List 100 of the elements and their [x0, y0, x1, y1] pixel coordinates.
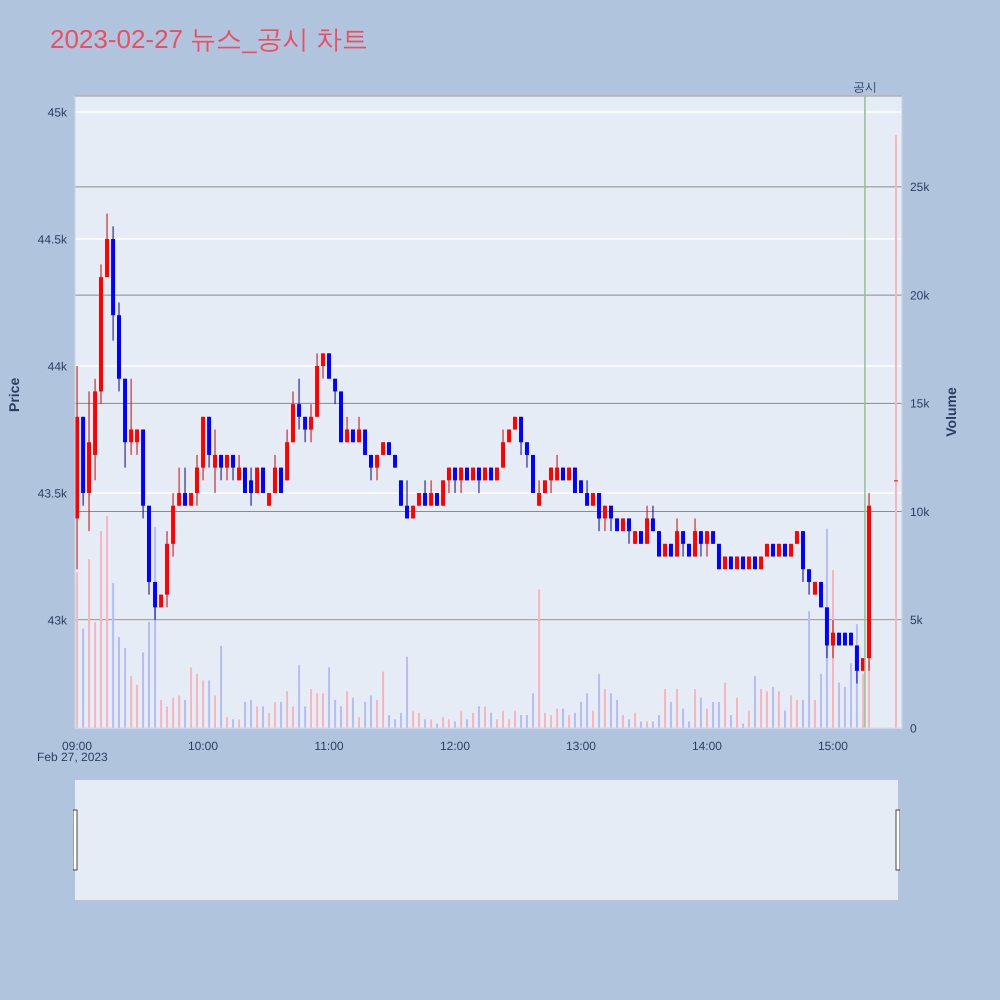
bar [166, 706, 168, 728]
x-tick-label: 14:00 [692, 739, 722, 753]
bar [484, 706, 486, 728]
y-tick-label: 44.5k [38, 232, 68, 246]
y2-axis-title: Volume [942, 387, 959, 437]
candlestick [297, 378, 302, 430]
bar [706, 708, 708, 728]
candlestick [494, 467, 499, 481]
x-tick-label: 13:00 [566, 739, 596, 753]
bar [508, 719, 510, 728]
bar [442, 717, 444, 728]
bar [490, 712, 492, 728]
bar [736, 698, 738, 728]
bar [574, 712, 576, 728]
candlestick [183, 467, 188, 506]
bar [292, 706, 294, 728]
candlestick [633, 530, 638, 544]
ref-line-label: 공시 [852, 80, 877, 94]
bar [532, 693, 534, 728]
x-tick-label: 15:00 [818, 739, 848, 753]
bar [94, 622, 96, 728]
candlestick [590, 492, 595, 506]
bar [370, 696, 372, 728]
bar [894, 134, 897, 728]
candlestick [429, 480, 434, 506]
chart-title: 2023-02-27 뉴스_공시 차트 [50, 23, 368, 56]
bar [772, 686, 774, 728]
bar [196, 674, 198, 728]
candlestick [602, 505, 607, 532]
bar [466, 719, 468, 728]
candlestick [446, 467, 451, 494]
candlestick [837, 632, 842, 646]
y2-tick-label: 15k [910, 396, 930, 411]
candlestick [567, 467, 572, 481]
bar [676, 689, 678, 728]
bar [214, 696, 216, 728]
bar [538, 589, 540, 728]
bar [862, 674, 864, 728]
candlestick [842, 632, 847, 646]
bar [730, 715, 732, 728]
bar [460, 710, 462, 728]
candlestick [830, 620, 835, 659]
bar [76, 572, 78, 728]
bar [760, 689, 762, 728]
bar [250, 700, 252, 728]
bar [106, 516, 108, 728]
bar [238, 719, 240, 728]
bar [226, 717, 228, 728]
candlestick [303, 416, 308, 443]
bar [622, 715, 624, 728]
bar [112, 582, 114, 728]
bar [568, 715, 570, 728]
candlestick [650, 505, 655, 532]
candlestick [231, 454, 236, 481]
candlestick [698, 530, 703, 558]
bar [844, 686, 846, 728]
bar [802, 700, 804, 728]
candlestick [219, 454, 224, 481]
y-axis-title: Price [6, 378, 22, 412]
bar [808, 611, 810, 728]
bar [256, 706, 258, 728]
candlestick [489, 467, 494, 481]
bar [334, 700, 336, 728]
bar [406, 656, 408, 728]
bar [742, 724, 744, 728]
bar [520, 715, 522, 728]
candlestick [249, 467, 254, 506]
candlestick [129, 378, 134, 456]
candlestick [357, 416, 362, 443]
bar [184, 700, 186, 728]
x-tick-label: 11:00 [314, 739, 344, 753]
candlestick [585, 480, 590, 506]
candlestick [375, 454, 380, 481]
y-tick-label: 43k [48, 613, 68, 628]
y-tick-label: 44k [48, 359, 68, 374]
bar [346, 691, 348, 728]
y-tick-label: 43.5k [38, 486, 68, 500]
bar [652, 722, 654, 728]
candlestick [350, 429, 355, 443]
candlestick [267, 492, 272, 506]
candlestick [741, 556, 746, 570]
y-tick-label: 45k [48, 105, 68, 120]
bar [130, 676, 132, 728]
bar [598, 674, 600, 728]
bar [628, 719, 630, 728]
bar [640, 722, 642, 728]
candlestick [549, 467, 554, 494]
bar [394, 719, 396, 728]
bar [322, 693, 324, 728]
bar [544, 712, 546, 728]
bar [592, 710, 594, 728]
bar [352, 698, 354, 728]
bar [376, 700, 378, 728]
bar [550, 715, 552, 728]
bar [670, 702, 672, 728]
bar [268, 712, 270, 728]
candlestick [213, 429, 218, 494]
bar [190, 667, 192, 728]
bar [220, 646, 222, 728]
bar [340, 706, 342, 728]
